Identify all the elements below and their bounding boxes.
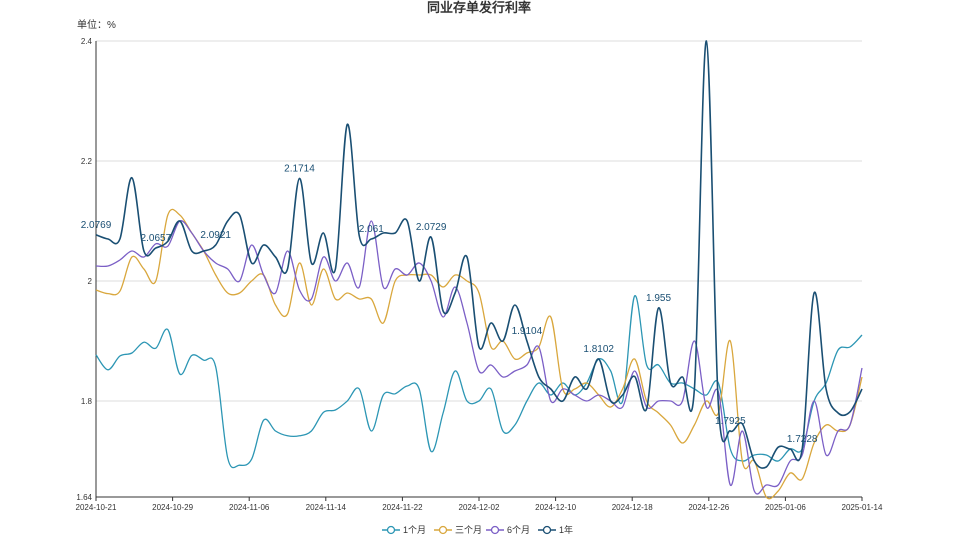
data-label: 2.0769 [81,220,112,231]
legend-label: 6个月 [507,525,530,535]
legend-marker-icon [438,525,448,535]
x-tick-label: 2024-11-22 [382,503,423,512]
legend-item-1[interactable]: 1个月 [382,525,426,535]
x-tick-label: 2024-12-10 [535,503,576,512]
data-label: 1.8102 [583,344,614,355]
x-tick-label: 2024-11-06 [229,503,270,512]
x-tick-label: 2024-10-21 [76,503,117,512]
x-tick-label: 2024-11-14 [306,503,347,512]
x-tick-label: 2024-12-02 [459,503,500,512]
y-tick-label: 1.64 [76,493,92,502]
y-tick-label: 1.8 [81,397,93,406]
data-label: 2.0921 [200,230,231,241]
x-tick-label: 2024-12-26 [688,503,729,512]
data-label: 2.1714 [284,163,315,174]
series-line-3 [95,220,863,495]
series-lines [95,40,863,500]
legend[interactable]: 1个月 三个月 6个月 1年 [382,524,573,535]
legend-item-2[interactable]: 三个月 [434,525,482,535]
legend-marker-icon [542,525,552,535]
data-label: 1.955 [646,293,671,304]
legend-label: 1个月 [403,525,426,535]
legend-marker-icon [490,525,500,535]
y-tick-label: 2.2 [81,157,93,166]
x-tick-label: 2025-01-06 [765,503,806,512]
x-tick-label: 2025-01-14 [842,503,883,512]
data-label: 1.7925 [715,416,746,427]
axes: 1.64 1.8 2 2.2 2.4 2024-10-21 2024-10-29 2024-1… [76,37,883,512]
data-label: 2.0657 [141,233,172,244]
legend-item-3[interactable]: 6个月 [486,525,530,535]
legend-label: 1年 [559,524,573,535]
data-label: 1.7228 [787,434,818,445]
legend-label: 三个月 [455,525,482,535]
chart-title: 同业存单发行利率 [427,0,531,15]
data-labels: 2.0769 2.0657 2.0921 2.1714 2.061 2.0729 1.910… [81,163,818,445]
legend-item-4[interactable]: 1年 [538,524,573,535]
legend-marker-icon [386,525,396,535]
series-line-2 [95,208,863,500]
y-tick-label: 2 [88,277,93,286]
series-line-1 [95,295,863,469]
data-label: 2.0729 [416,222,447,233]
x-tick-label: 2024-12-18 [612,503,653,512]
data-label: 2.061 [359,224,384,235]
series-line-4 [95,40,863,469]
y-tick-label: 2.4 [81,37,93,46]
data-label: 1.9104 [512,326,543,337]
x-tick-label: 2024-10-29 [152,503,193,512]
unit-label: 单位：% [77,18,116,31]
